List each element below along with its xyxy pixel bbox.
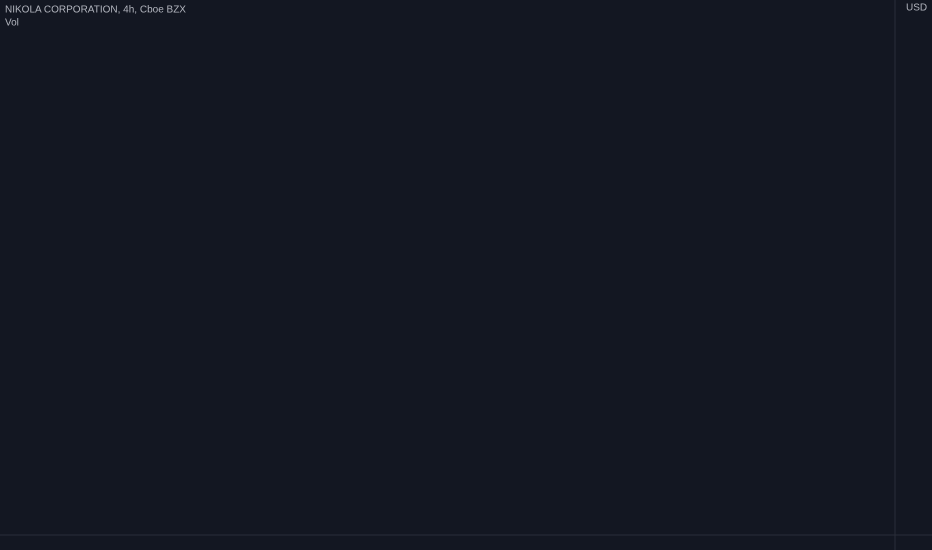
volume-label: Vol	[5, 18, 19, 29]
currency: USD	[906, 3, 927, 14]
chart-title: NIKOLA CORPORATION, 4h, Cboe BZX	[5, 5, 186, 16]
